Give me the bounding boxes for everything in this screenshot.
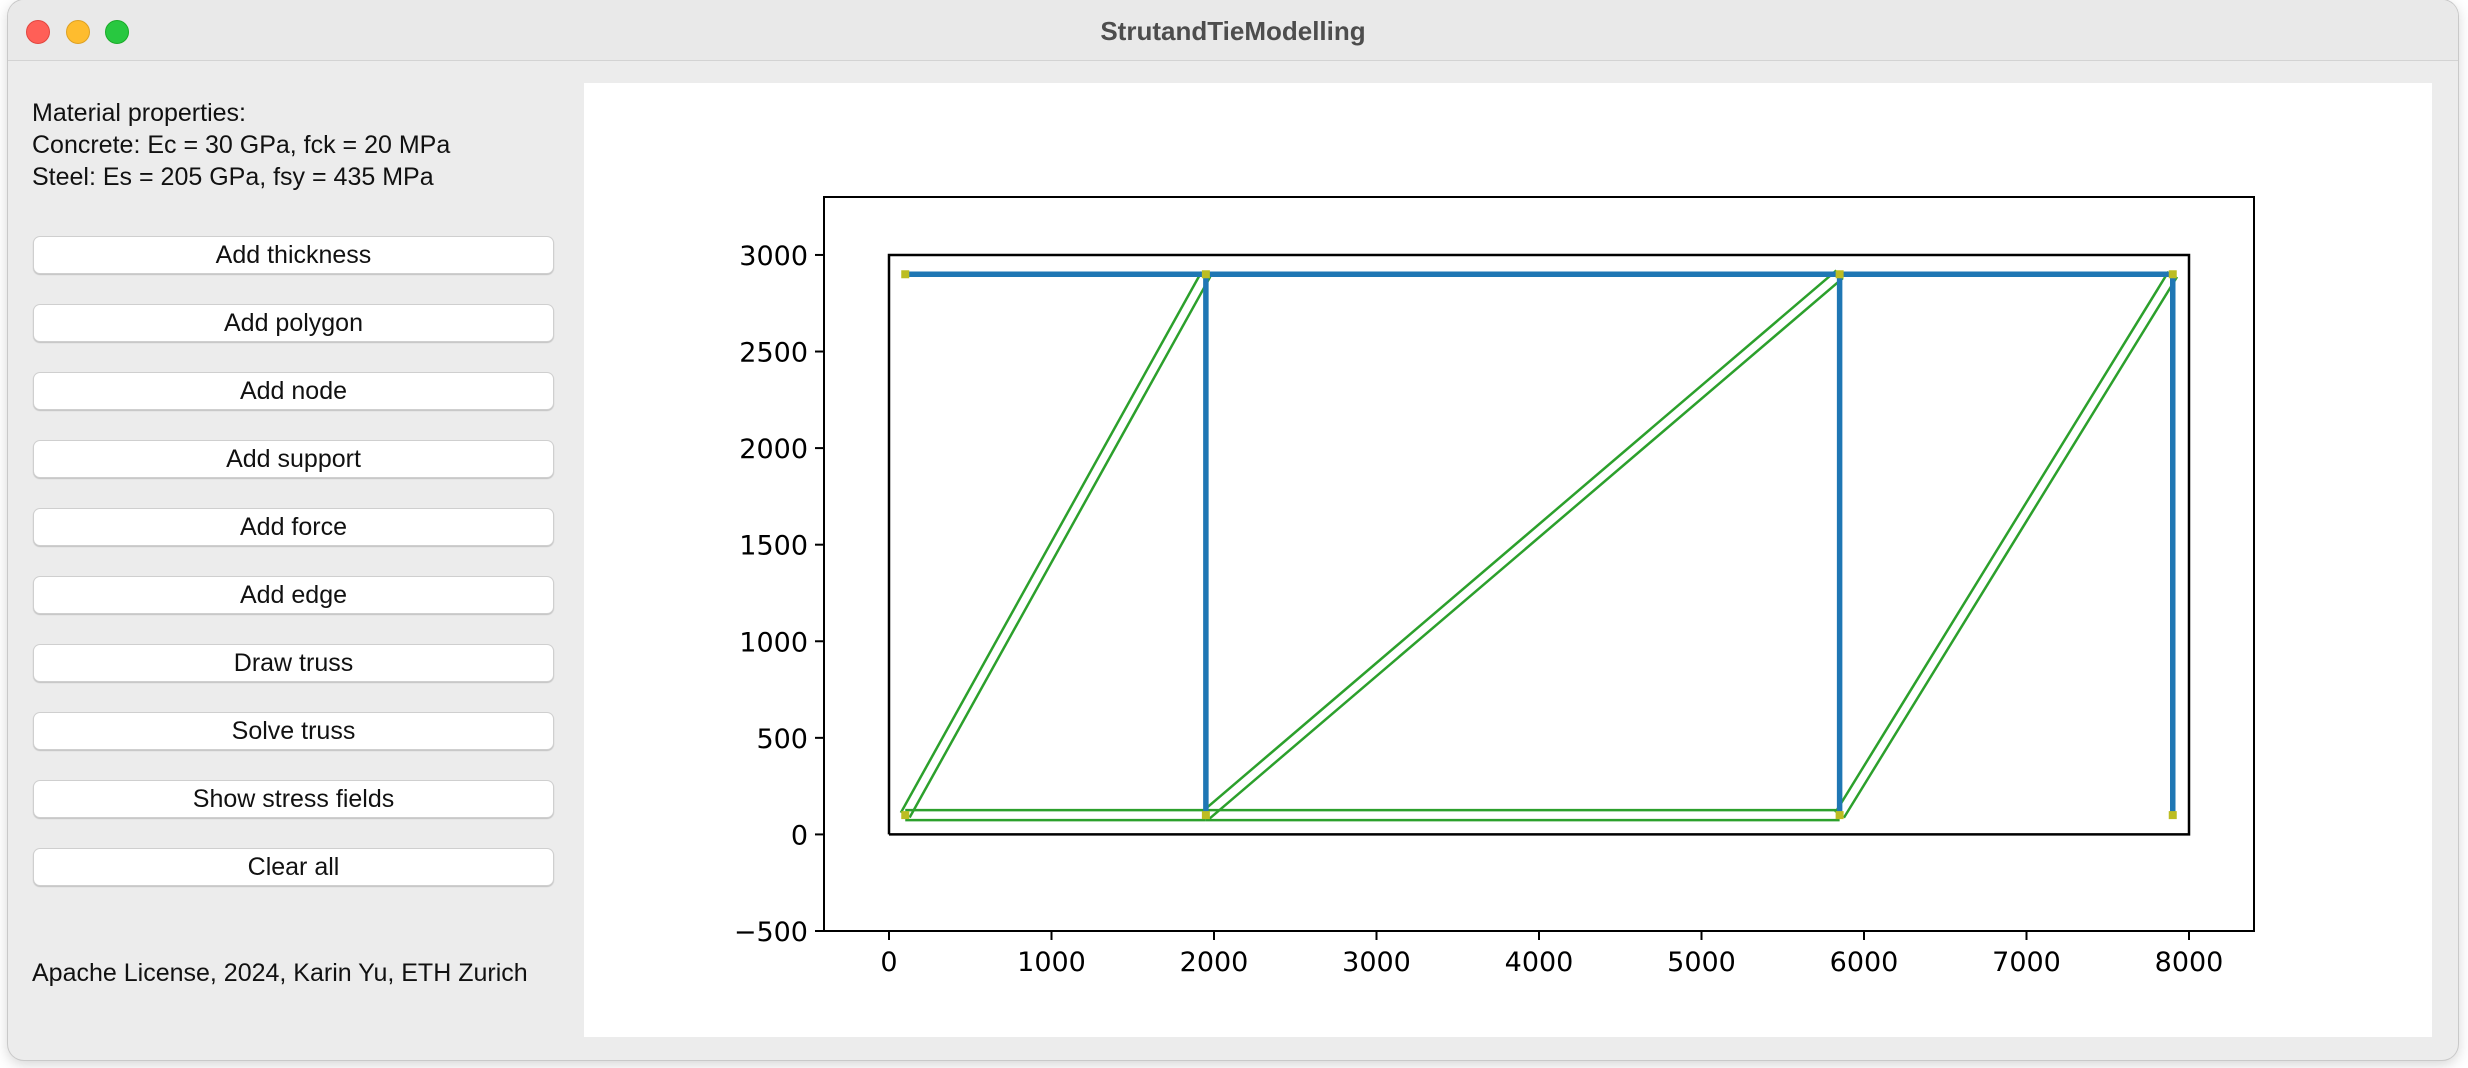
x-tick-label: 6000 — [1830, 947, 1899, 978]
y-tick-label: 2000 — [739, 434, 808, 465]
clear-all-button[interactable]: Clear all — [33, 848, 554, 886]
node-7 — [2168, 270, 2177, 279]
geometry-boundary — [887, 253, 2191, 836]
x-tick-label: 2000 — [1180, 947, 1249, 978]
add-polygon-button[interactable]: Add polygon — [33, 304, 554, 342]
x-tick-label: 8000 — [2155, 947, 2224, 978]
y-tick-label: 3000 — [739, 241, 808, 272]
strut-0-edge-b — [899, 271, 1203, 814]
strut-2-edge-a — [1208, 277, 1844, 820]
x-tick-label: 4000 — [1505, 947, 1574, 978]
y-tick-label: 500 — [756, 724, 808, 755]
minimize-window-button[interactable] — [66, 20, 90, 44]
strut-4-edge-a — [1842, 276, 2179, 819]
strut-0-edge-a — [908, 276, 1212, 819]
app-window: StrutandTieModelling Material properties… — [8, 0, 2458, 1060]
control-panel: Material properties: Concrete: Ec = 30 G… — [8, 61, 583, 1060]
solve-truss-button[interactable]: Solve truss — [33, 712, 554, 750]
truss-plot: 0 1000 2000 3000 4000 5000 6000 7000 8000 −500 0 50… — [734, 196, 2255, 978]
add-edge-button[interactable]: Add edge — [33, 576, 554, 614]
maximize-window-button[interactable] — [105, 20, 129, 44]
add-node-button[interactable]: Add node — [33, 372, 554, 410]
add-force-button[interactable]: Add force — [33, 508, 554, 546]
x-tick-label: 0 — [880, 947, 897, 978]
node-1 — [901, 270, 910, 279]
y-tick-label: 0 — [791, 820, 808, 851]
show-stress-fields-button[interactable]: Show stress fields — [33, 780, 554, 818]
x-tick-label: 1000 — [1017, 947, 1086, 978]
steel-properties: Steel: Es = 205 GPa, fsy = 435 MPa — [32, 163, 434, 191]
add-support-button[interactable]: Add support — [33, 440, 554, 478]
node-0 — [901, 811, 910, 820]
node-4 — [1835, 811, 1844, 820]
strut-2-edge-b — [1201, 269, 1838, 813]
title-bar: StrutandTieModelling — [8, 0, 2458, 61]
strut-4-edge-b — [1834, 270, 2170, 814]
node-5 — [1835, 270, 1844, 279]
x-tick-label: 5000 — [1667, 947, 1736, 978]
y-tick-label: 1000 — [739, 627, 808, 658]
x-tick-label: 7000 — [1992, 947, 2061, 978]
y-tick-label: 2500 — [739, 338, 808, 369]
x-tick-label: 3000 — [1342, 947, 1411, 978]
y-tick-label: 1500 — [739, 531, 808, 562]
plot-canvas[interactable]: 0 1000 2000 3000 4000 5000 6000 7000 8000 −500 0 50… — [584, 83, 2432, 1037]
concrete-properties: Concrete: Ec = 30 GPa, fck = 20 MPa — [32, 131, 451, 159]
add-thickness-button[interactable]: Add thickness — [33, 236, 554, 274]
draw-truss-button[interactable]: Draw truss — [33, 644, 554, 682]
license-text: Apache License, 2024, Karin Yu, ETH Zuri… — [32, 959, 528, 987]
close-window-button[interactable] — [26, 20, 50, 44]
window-title: StrutandTieModelling — [1100, 16, 1366, 46]
node-3 — [1201, 270, 1210, 279]
node-6 — [2168, 811, 2177, 820]
node-2 — [1201, 811, 1210, 820]
y-tick-label: −500 — [734, 917, 808, 948]
material-properties-heading: Material properties: — [32, 99, 246, 127]
